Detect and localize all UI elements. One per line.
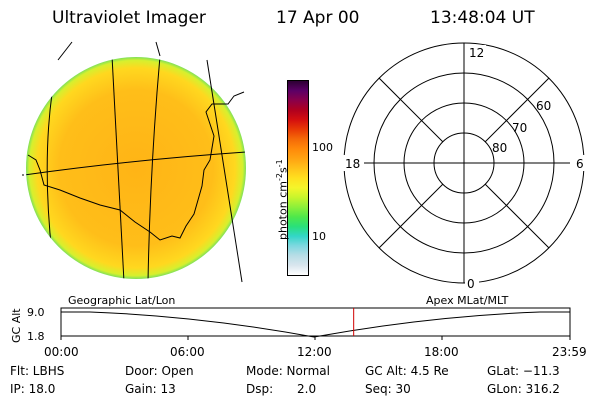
seq-value: Seq: 30 (365, 382, 411, 396)
door-status: Door: Open (125, 364, 194, 378)
tick-label-1800: 18:00 (424, 345, 459, 359)
longitude-line-ext (57, 41, 73, 61)
apex-label: Apex MLat/MLT (426, 294, 509, 307)
gc-alt-value: GC Alt: 4.5 Re (365, 364, 449, 378)
earth-disk (26, 57, 246, 279)
longitude-line-ext (155, 41, 161, 57)
colorbar-tick-10: 10 (312, 230, 326, 243)
polar-diagonal (484, 183, 550, 249)
colorbar (287, 80, 309, 276)
dsp-label: Dsp: (246, 382, 274, 396)
glon-value: GLon: 316.2 (487, 382, 560, 396)
polar-diagonal (378, 77, 444, 143)
altitude-curve (61, 311, 570, 338)
longitude-line (147, 57, 161, 279)
y-low-label: 1.8 (27, 330, 45, 343)
mlat-label-60: 60 (536, 99, 551, 113)
mlat-label-80: 80 (492, 141, 507, 155)
colorbar-tick-100: 100 (312, 141, 333, 154)
coastline (27, 103, 218, 241)
gain-value: Gain: 13 (125, 382, 176, 396)
timeline-frame (60, 307, 571, 337)
latitude-line (26, 151, 246, 176)
polar-diagonal (484, 77, 550, 143)
y-high-label: 9.0 (27, 306, 45, 319)
longitude-line (206, 59, 243, 283)
dsp-value: 2.0 (297, 382, 317, 396)
longitude-line (111, 57, 125, 279)
mlt-label-6: 6 (576, 157, 584, 171)
filter-value: Flt: LBHS (10, 364, 65, 378)
mlt-label-18: 18 (345, 157, 360, 171)
tick-label-2359: 23:59 (552, 345, 587, 359)
coastline-ext (218, 91, 245, 105)
observation-time: 13:48:04 UT (430, 8, 535, 28)
polar-diagonal (378, 183, 444, 249)
glat-value: GLat: −11.3 (487, 364, 560, 378)
mlt-label-0: 0 (467, 277, 475, 291)
geographic-label: Geographic Lat/Lon (68, 294, 176, 307)
mlat-label-70: 70 (512, 121, 527, 135)
tick-label-0600: 06:00 (170, 345, 205, 359)
mlt-label-12: 12 (469, 46, 484, 60)
tick-label-0000: 00:00 (44, 345, 79, 359)
tick-label-1200: 12:00 (297, 345, 332, 359)
observation-date: 17 Apr 00 (276, 8, 360, 28)
mode-value: Mode: Normal (246, 364, 330, 378)
ip-value: IP: 18.0 (10, 382, 56, 396)
instrument-title: Ultraviolet Imager (52, 8, 206, 28)
